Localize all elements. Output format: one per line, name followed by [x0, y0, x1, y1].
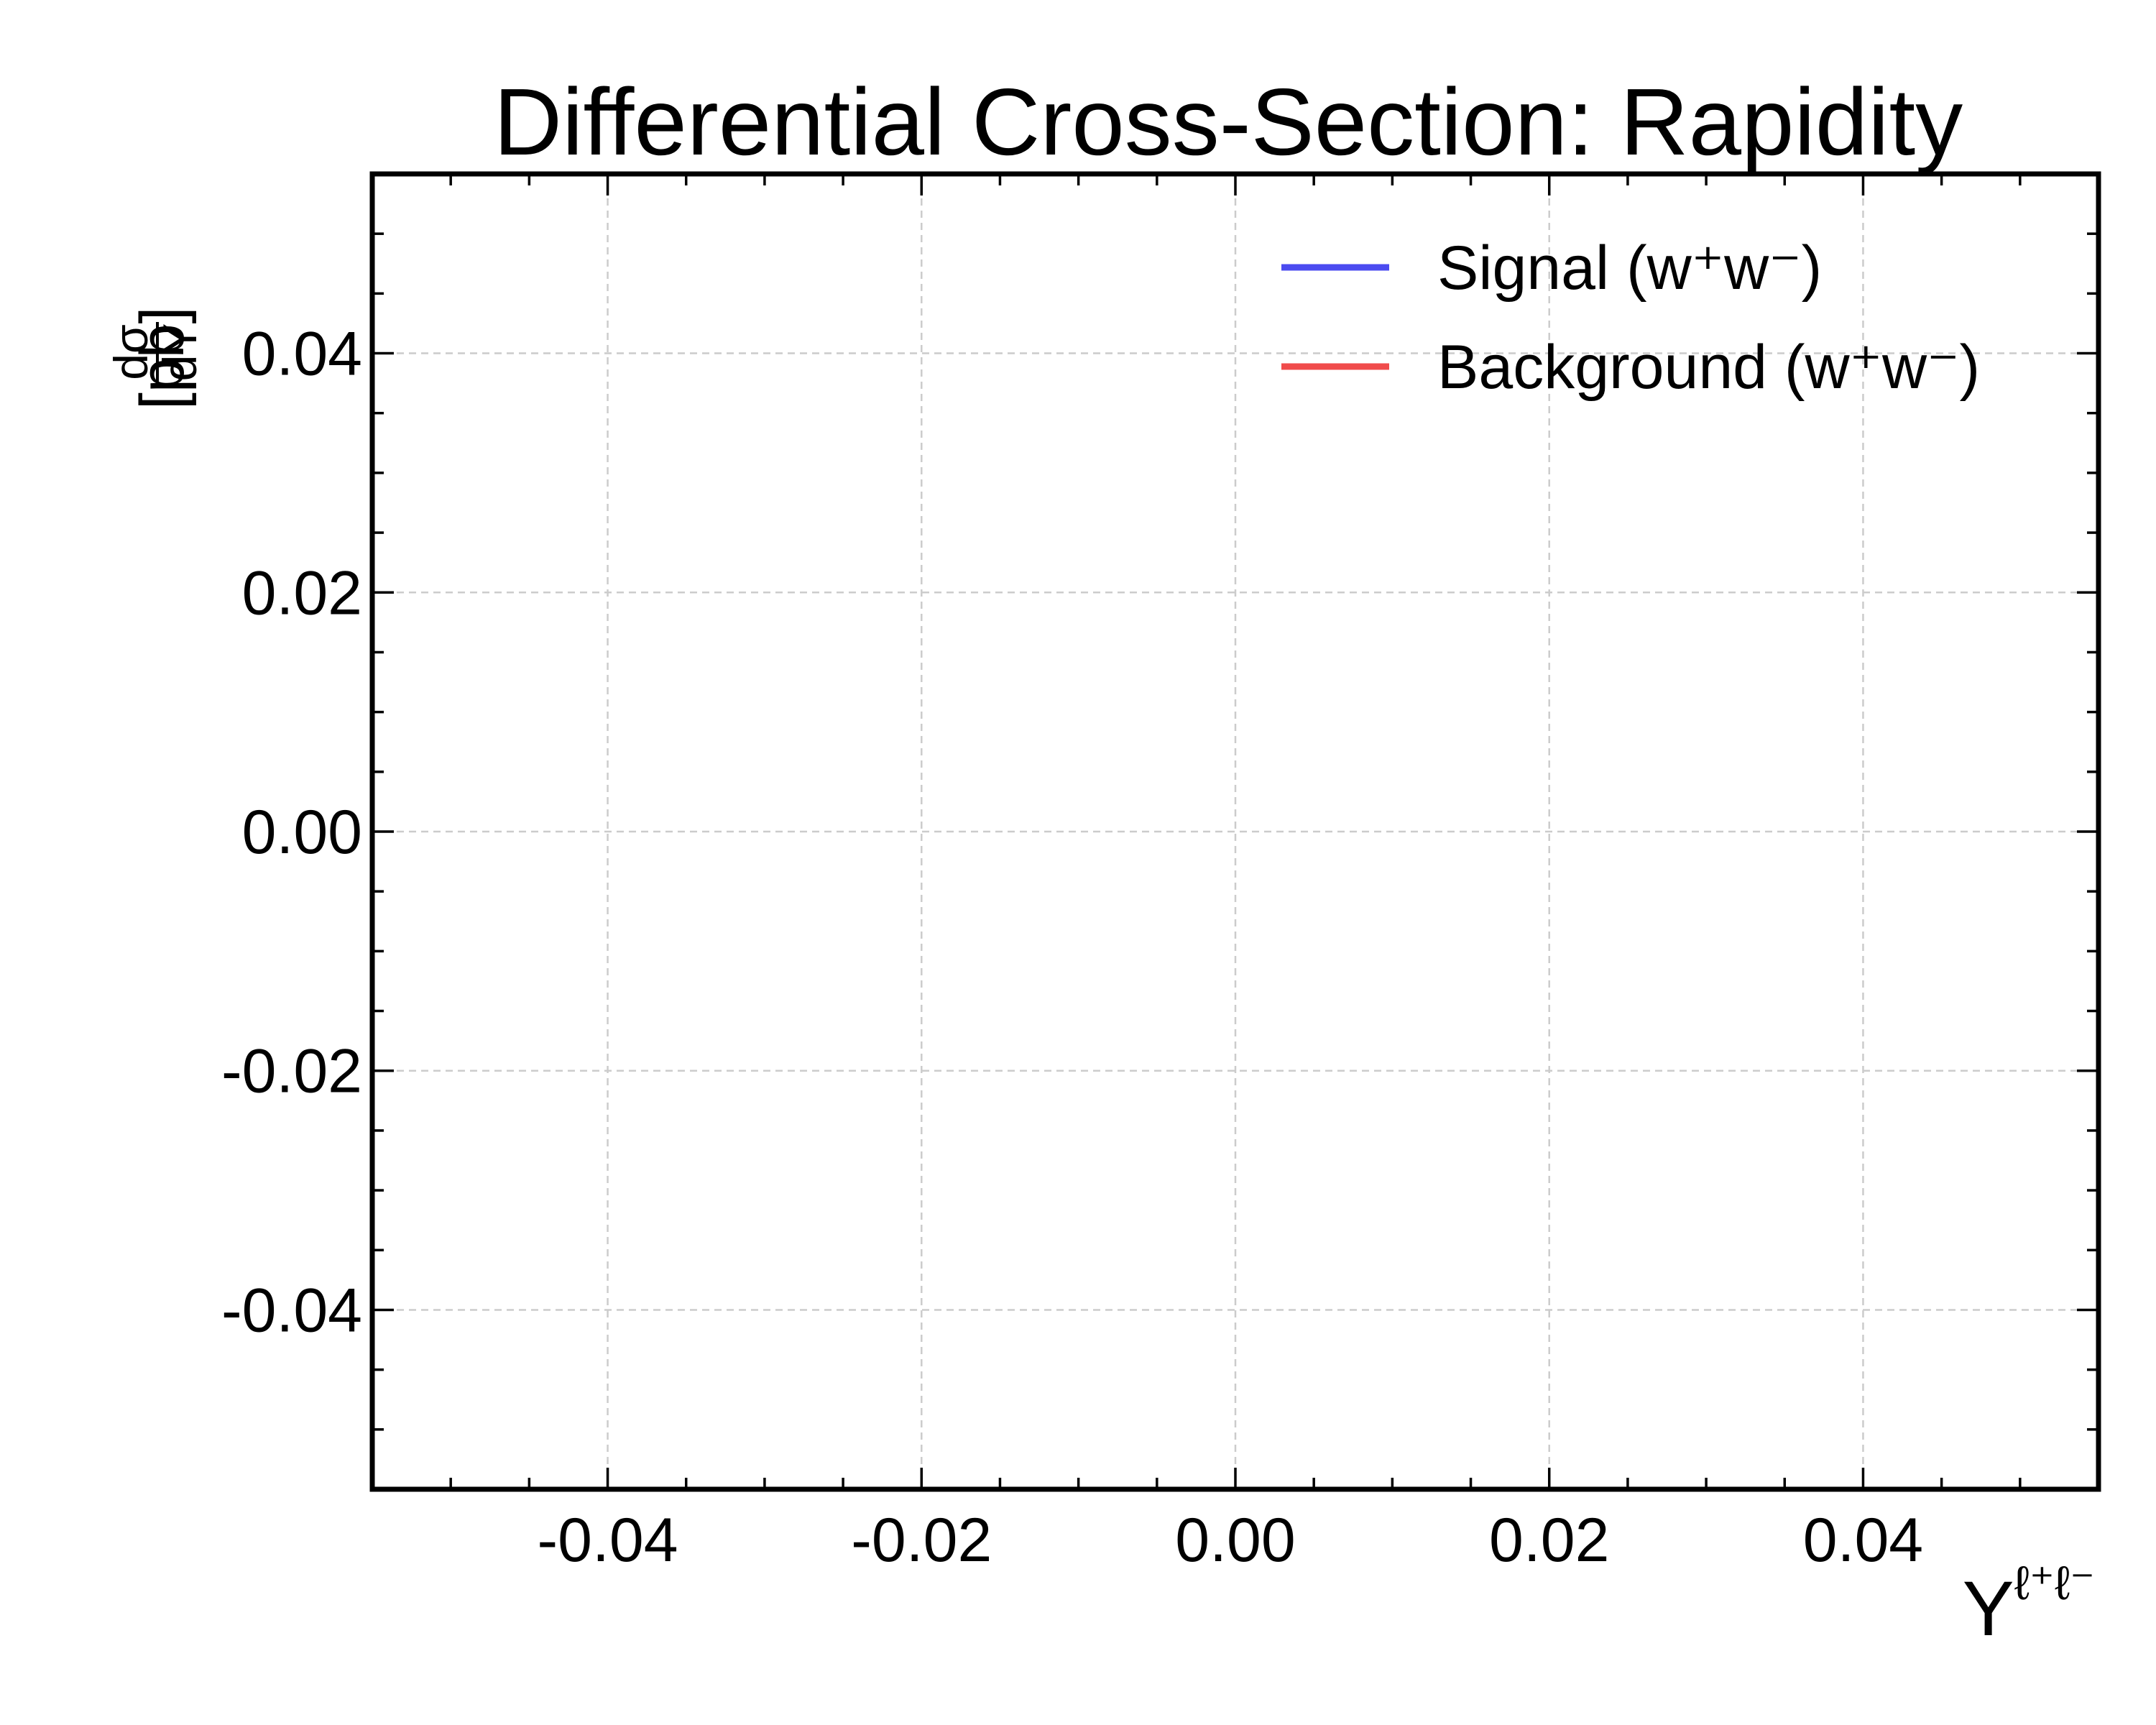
y-tick-label: -0.04	[221, 1276, 362, 1345]
y-axis-label-unit: [pb]	[128, 307, 197, 410]
legend: Signal (w⁺w⁻) Background (w⁺w⁻)	[1281, 234, 1980, 402]
x-axis-label: Yℓ⁺ℓ⁻	[1963, 1556, 2095, 1652]
x-tick-label: 0.04	[1803, 1506, 1923, 1575]
y-axis-label-fraction: dσ dY	[104, 322, 206, 382]
tick-labels: -0.04 -0.02 0.00 0.02 0.04 -0.04 -0.02 0.00 0.02…	[221, 320, 1923, 1575]
y-axis-label: [pb]	[128, 307, 197, 410]
y-tick-label: 0.04	[242, 320, 362, 389]
legend-label: Background (w⁺w⁻)	[1437, 333, 1980, 402]
y-axis-label-denominator: dY	[153, 323, 206, 382]
chart-title: Differential Cross-Section: Rapidity	[494, 69, 1963, 175]
x-axis-label-superscript: ℓ⁺ℓ⁻	[2014, 1556, 2095, 1609]
y-axis-label-numerator: dσ	[104, 324, 157, 380]
y-tick-label: -0.02	[221, 1037, 362, 1106]
x-tick-label: -0.04	[538, 1506, 678, 1575]
x-tick-label: 0.00	[1175, 1506, 1295, 1575]
plot-frame	[369, 171, 2101, 1492]
y-tick-label: 0.00	[242, 798, 362, 867]
legend-label: Signal (w⁺w⁻)	[1437, 234, 1822, 303]
x-tick-label: 0.02	[1489, 1506, 1609, 1575]
y-tick-label: 0.02	[242, 558, 362, 627]
grid	[372, 174, 2099, 1489]
x-axis-label-main: Y	[1963, 1565, 2014, 1652]
x-tick-label: -0.02	[851, 1506, 992, 1575]
